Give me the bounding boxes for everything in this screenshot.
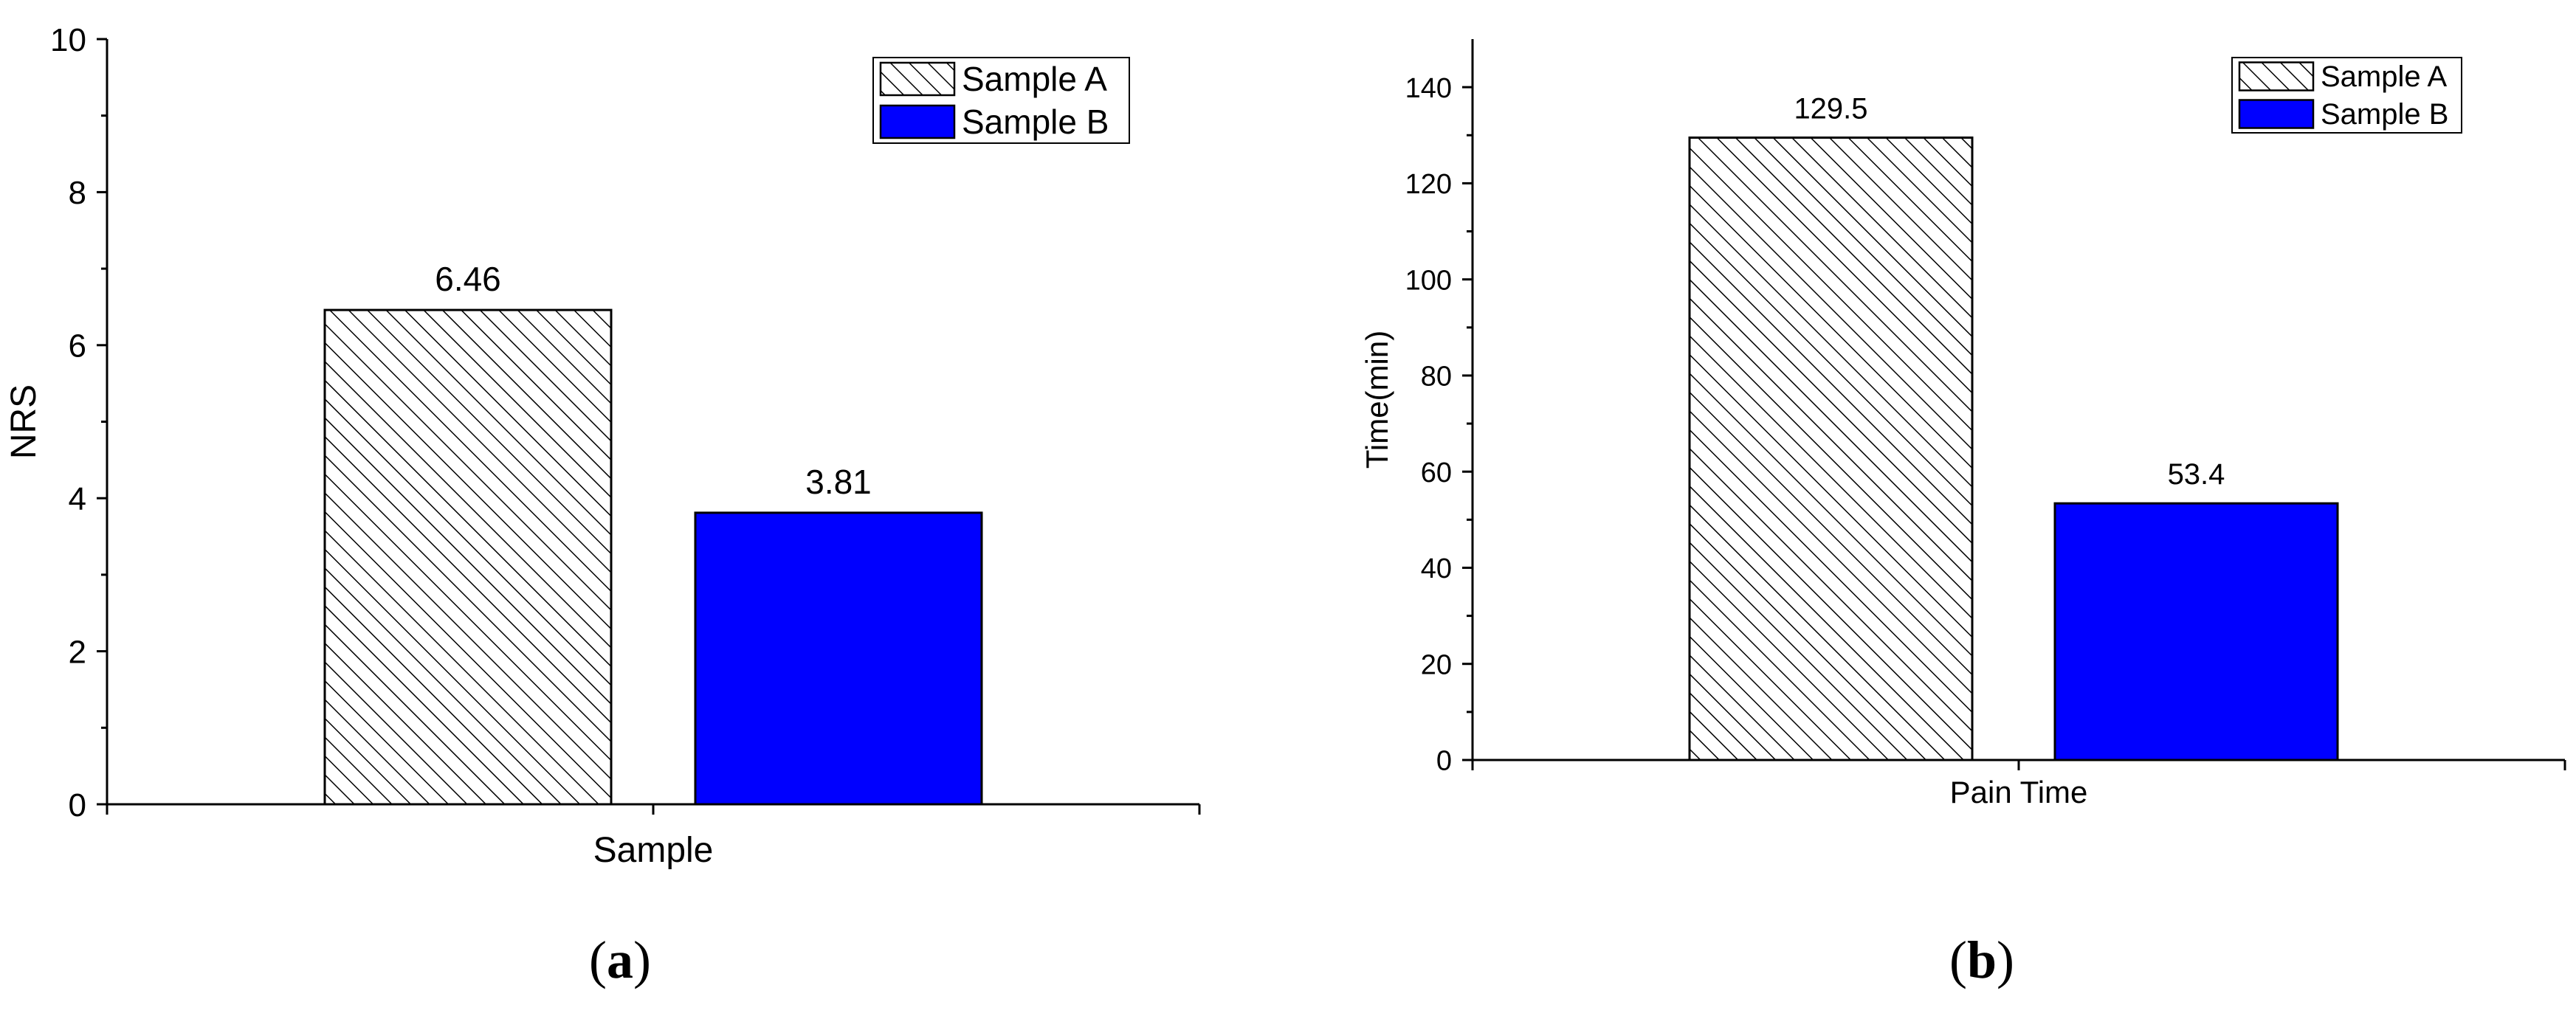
y-tick-label: 80 [1421,362,1452,393]
legend-label: Sample B [962,103,1109,141]
legend-swatch [2238,99,2315,129]
legend: Sample A Sample B [2231,57,2462,134]
y-tick-label: 4 [69,481,86,517]
y-axis-label: Time(min) [1360,331,1394,469]
x-axis-label: Sample [593,831,714,870]
legend: Sample A Sample B [872,57,1130,144]
y-tick-label: 120 [1405,169,1452,200]
y-tick-label: 2 [69,634,86,670]
legend-swatch [879,61,956,97]
y-tick-label: 10 [50,22,86,58]
y-tick-label: 140 [1405,73,1452,104]
legend-swatch [2238,61,2315,91]
y-tick-label: 60 [1421,457,1452,488]
legend-label: Sample A [2321,61,2448,93]
data-label: 3.81 [805,463,872,501]
panel-caption: (a) [589,930,651,989]
legend-label: Sample A [962,60,1107,98]
panel-a: 0 2 4 6 8 10 6.46 3.81 Sample NRS Sample A Sample B… [4,22,1201,989]
y-tick-label: 0 [69,787,86,823]
y-tick-label: 8 [69,175,86,211]
panel-b: 0 20 40 60 80 100 120 140 129.5 53.4 Pain Time Time… [1360,39,2566,989]
bar-sample-b [2053,502,2339,761]
data-label: 6.46 [435,260,501,298]
bar-sample-b [694,511,983,806]
data-label: 129.5 [1794,93,1867,125]
y-tick-label: 6 [69,328,86,365]
bar-sample-a [1688,137,1974,761]
y-tick-label: 100 [1405,265,1452,296]
legend-label: Sample B [2321,98,2448,131]
panel-caption: (b) [1949,930,2014,989]
y-tick-label: 0 [1436,746,1452,777]
y-axis-label: NRS [4,384,44,459]
x-axis-label: Pain Time [1950,775,2088,809]
y-tick-label: 20 [1421,649,1452,680]
bar-sample-a [323,308,613,806]
data-label: 53.4 [2168,458,2225,491]
y-tick-label: 40 [1421,553,1452,584]
legend-swatch [879,104,956,139]
